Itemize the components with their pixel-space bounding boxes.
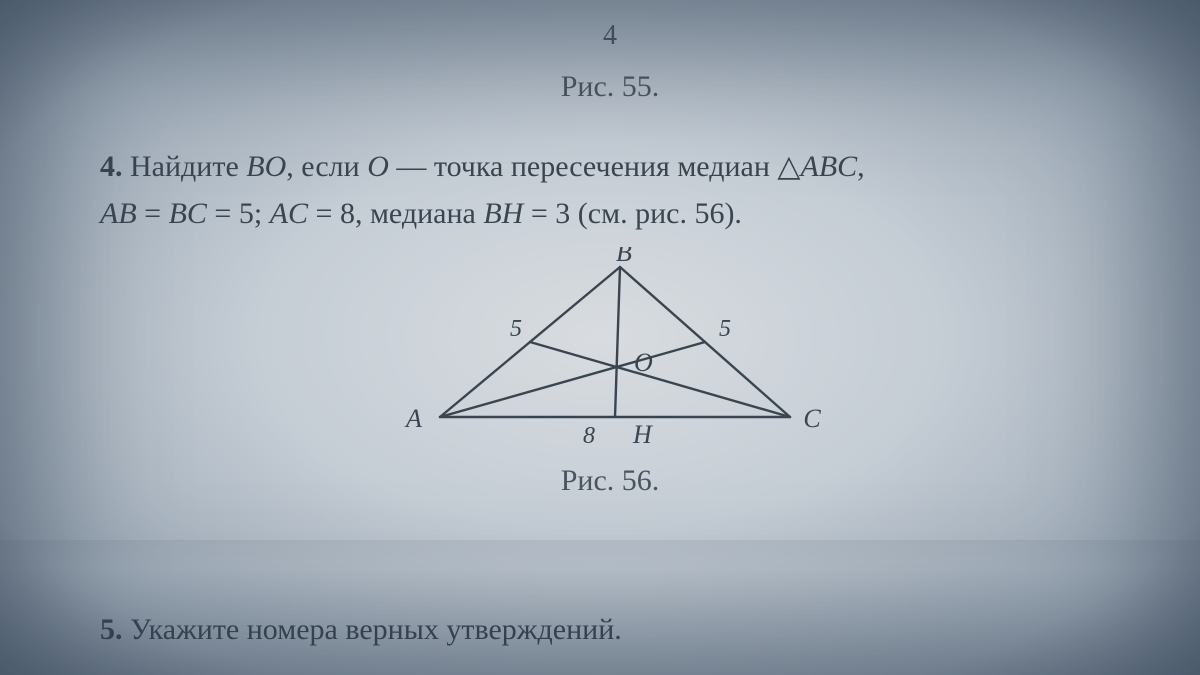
figure-caption-56: Рис. 56. [100,464,1120,498]
triangle-symbol: △ [777,150,800,183]
var-AC: AC [270,197,308,230]
svg-text:A: A [404,404,422,433]
triangle-diagram: A B C H O 5 5 8 [390,247,830,447]
var-BH: BH [483,197,523,230]
figure-caption-55: Рис. 55. [100,70,1120,104]
svg-text:5: 5 [719,316,731,342]
svg-text:O: O [634,348,653,377]
eq3: = 8, медиана [308,197,483,230]
problem-4-comma: , [857,150,865,183]
problem-4: 4. Найдите BO, если O — точка пересечени… [100,144,1120,237]
svg-text:8: 8 [583,423,595,447]
svg-text:H: H [632,420,653,447]
eq4: = 3 (см. рис. 56). [523,197,742,230]
textbook-page: 4 Рис. 55. 4. Найдите BO, если O — точка… [0,0,1200,675]
problem-4-number: 4. [100,150,123,183]
problem-5-number: 5. [100,613,123,646]
problem-5-text: Укажите номера верных утверждений. [123,613,622,646]
figure-56-container: A B C H O 5 5 8 [100,247,1120,452]
svg-text:5: 5 [510,316,522,342]
var-AB: AB [100,197,137,230]
problem-4-text-1: Найдите [123,150,247,183]
var-BO: BO [246,150,286,183]
problem-4-text-3: — точка пересечения медиан [389,150,778,183]
eq2: = 5; [207,197,270,230]
problem-4-text-2: , если [286,150,367,183]
figure-56: A B C H O 5 5 8 [390,247,830,447]
svg-text:C: C [803,404,821,433]
page-number-top: 4 [100,20,1120,52]
problem-5: 5. Укажите номера верных утверждений. [100,613,1120,647]
var-O: O [367,150,389,183]
page-fold-shadow [0,540,1200,568]
var-BC: BC [169,197,207,230]
var-ABC: ABC [801,150,858,183]
eq1: = [137,197,169,230]
svg-text:B: B [616,247,632,267]
